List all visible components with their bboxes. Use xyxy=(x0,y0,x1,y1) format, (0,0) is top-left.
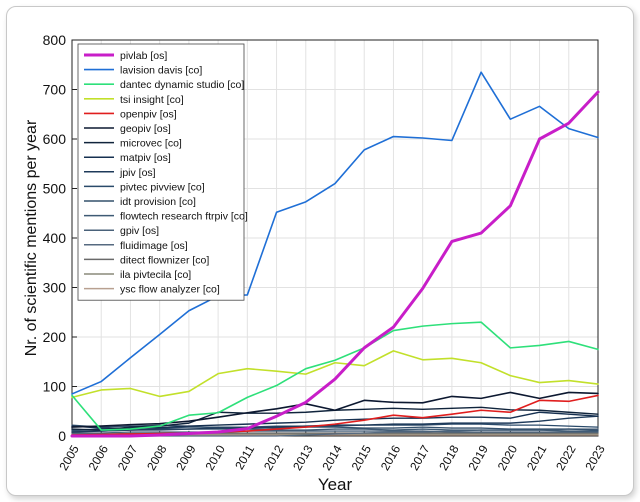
legend-entry: microvec [co] xyxy=(120,138,182,150)
x-tick-label: 2015 xyxy=(349,442,375,472)
legend-entry: pivtec pivview [co] xyxy=(120,181,205,193)
series-line xyxy=(71,411,599,430)
x-tick-label: 2008 xyxy=(144,442,170,472)
legend-entry: flowtech research ftrpiv [co] xyxy=(120,211,248,223)
legend-entry: ysc flow analyzer [co] xyxy=(120,284,220,296)
y-tick-label: 400 xyxy=(43,230,67,246)
y-tick-label: 300 xyxy=(43,280,67,296)
x-tick-label: 2006 xyxy=(86,442,112,472)
legend-entry: fluidimage [os] xyxy=(120,240,188,252)
legend-entry: jpiv [os] xyxy=(119,167,156,179)
legend-entry: ila pivtecila [co] xyxy=(120,269,191,281)
series-line xyxy=(71,321,599,431)
x-tick-label: 2010 xyxy=(203,442,229,472)
series-line xyxy=(71,71,599,395)
x-tick-label: 2005 xyxy=(56,442,82,472)
legend-entry: idt provision [co] xyxy=(120,196,196,208)
x-tick-label: 2020 xyxy=(495,442,521,472)
x-tick-label: 2007 xyxy=(115,442,141,472)
legend: pivlab [os] lavision davis [co] dantec dyn… xyxy=(77,43,248,301)
x-tick-label: 2014 xyxy=(319,442,345,472)
x-tick-label: 2012 xyxy=(261,442,287,472)
legend-entry: dantec dynamic studio [co] xyxy=(120,79,244,91)
y-tick-label: 0 xyxy=(58,428,66,444)
y-axis-label: Nr. of scientific mentions per year xyxy=(23,119,40,356)
y-tick-label: 200 xyxy=(43,329,67,345)
legend-entry: gpiv [os] xyxy=(120,225,159,237)
series-line xyxy=(71,391,599,428)
series-line xyxy=(70,90,600,438)
series-lines xyxy=(70,71,600,438)
legend-entry: openpiv [os] xyxy=(120,108,177,120)
legend-entry: pivlab [os] xyxy=(120,50,167,62)
legend-entry: geopiv [os] xyxy=(120,123,171,135)
legend-entry: ditect flownizer [co] xyxy=(120,254,209,266)
legend-entry: lavision davis [co] xyxy=(120,65,202,77)
series-line xyxy=(71,428,599,432)
series-line xyxy=(71,350,599,399)
y-tick-label: 700 xyxy=(43,82,67,98)
series-line xyxy=(71,415,599,433)
x-axis-ticks: 2005 2006 2007 2008 2009 2010 2011 2012 2013 2014… xyxy=(56,431,608,473)
x-axis-label: Year xyxy=(318,475,353,494)
y-tick-label: 800 xyxy=(43,32,67,48)
x-tick-label: 2009 xyxy=(173,442,199,472)
y-axis-ticks: 0 100 200 300 400 500 600 700 800 xyxy=(43,32,77,444)
x-tick-label: 2016 xyxy=(378,442,404,472)
x-tick-label: 2023 xyxy=(582,442,608,472)
series-line xyxy=(71,424,599,431)
legend-entry: matpiv [os] xyxy=(120,152,171,164)
x-tick-label: 2019 xyxy=(466,442,492,472)
y-tick-label: 100 xyxy=(43,379,67,395)
x-tick-label: 2011 xyxy=(232,442,257,472)
x-tick-label: 2017 xyxy=(407,442,433,472)
y-tick-label: 600 xyxy=(43,131,67,147)
y-tick-label: 500 xyxy=(43,181,67,197)
legend-entry: tsi insight [co] xyxy=(120,94,184,106)
x-tick-label: 2022 xyxy=(553,442,579,472)
series-line xyxy=(71,430,599,434)
x-tick-label: 2013 xyxy=(290,442,316,472)
x-tick-label: 2021 xyxy=(524,442,550,472)
x-tick-label: 2018 xyxy=(436,442,462,472)
